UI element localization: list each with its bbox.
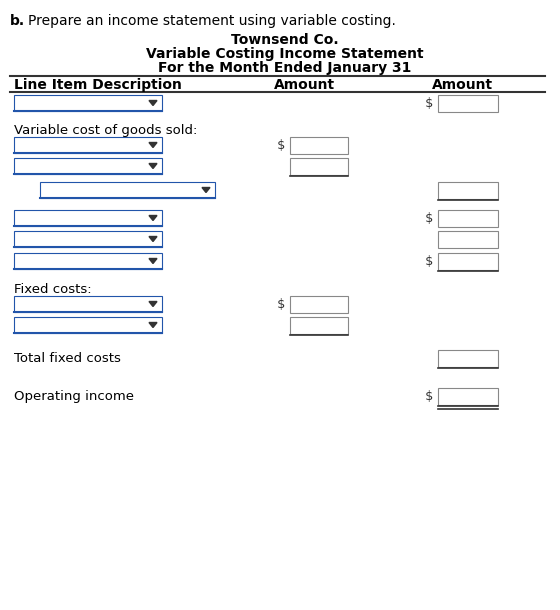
Text: Amount: Amount: [274, 78, 335, 92]
Text: Line Item Description: Line Item Description: [14, 78, 182, 92]
FancyBboxPatch shape: [290, 158, 348, 175]
Text: $: $: [277, 298, 285, 311]
Text: $: $: [277, 139, 285, 152]
FancyBboxPatch shape: [14, 296, 162, 312]
Polygon shape: [149, 259, 157, 264]
Polygon shape: [149, 163, 157, 168]
Polygon shape: [202, 187, 210, 193]
Polygon shape: [149, 101, 157, 106]
Text: $: $: [425, 97, 433, 110]
Text: Prepare an income statement using variable costing.: Prepare an income statement using variab…: [28, 14, 396, 28]
FancyBboxPatch shape: [438, 231, 498, 248]
Text: For the Month Ended January 31: For the Month Ended January 31: [158, 61, 412, 75]
FancyBboxPatch shape: [438, 350, 498, 367]
Polygon shape: [149, 323, 157, 328]
FancyBboxPatch shape: [438, 95, 498, 112]
FancyBboxPatch shape: [14, 210, 162, 226]
Polygon shape: [149, 215, 157, 220]
FancyBboxPatch shape: [14, 317, 162, 333]
FancyBboxPatch shape: [14, 253, 162, 269]
Text: Fixed costs:: Fixed costs:: [14, 283, 92, 296]
FancyBboxPatch shape: [290, 137, 348, 154]
Text: Variable cost of goods sold:: Variable cost of goods sold:: [14, 124, 197, 137]
Text: $: $: [425, 255, 433, 268]
FancyBboxPatch shape: [438, 253, 498, 270]
FancyBboxPatch shape: [438, 210, 498, 227]
FancyBboxPatch shape: [14, 137, 162, 153]
Polygon shape: [149, 143, 157, 148]
Polygon shape: [149, 301, 157, 306]
FancyBboxPatch shape: [14, 158, 162, 174]
Text: $: $: [425, 212, 433, 225]
Text: Variable Costing Income Statement: Variable Costing Income Statement: [146, 47, 424, 61]
FancyBboxPatch shape: [14, 231, 162, 247]
Text: $: $: [425, 390, 433, 403]
Text: Townsend Co.: Townsend Co.: [231, 33, 339, 47]
Text: Amount: Amount: [431, 78, 493, 92]
Text: Total fixed costs: Total fixed costs: [14, 352, 121, 365]
Text: Operating income: Operating income: [14, 390, 134, 403]
FancyBboxPatch shape: [290, 296, 348, 313]
Text: b.: b.: [10, 14, 25, 28]
FancyBboxPatch shape: [14, 95, 162, 111]
FancyBboxPatch shape: [290, 317, 348, 334]
Polygon shape: [149, 237, 157, 242]
FancyBboxPatch shape: [438, 388, 498, 405]
FancyBboxPatch shape: [40, 182, 215, 198]
FancyBboxPatch shape: [438, 182, 498, 199]
